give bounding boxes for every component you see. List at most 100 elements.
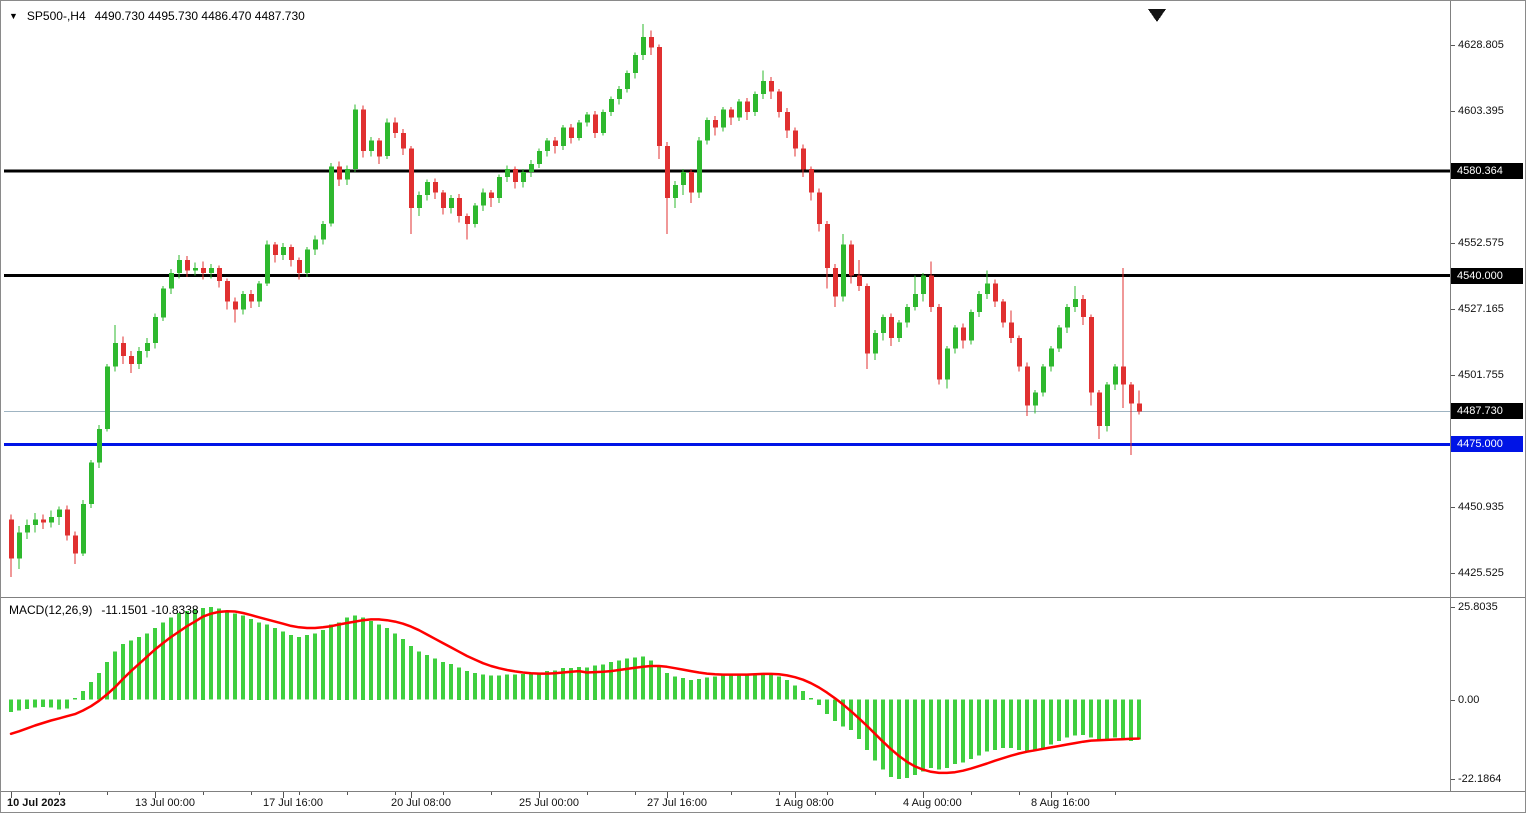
candle-19 [161,286,166,322]
candle-62 [505,165,510,183]
candle-126 [1017,335,1022,372]
macd-histogram-bar [81,690,85,700]
candle-13 [113,325,118,372]
candle-61 [497,174,502,203]
candle-52 [425,179,430,201]
macd-histogram-bar [881,699,885,770]
candle-116 [937,304,942,385]
macd-histogram-bar [273,628,277,700]
candle-30 [249,289,254,309]
candle-75 [609,96,614,116]
candle-133 [1073,286,1078,312]
candle-36 [297,257,302,280]
time-tick-mark [635,792,636,795]
macd-histogram-bar [689,680,693,700]
candle-0 [9,514,14,577]
macd-histogram-bar [1089,699,1093,738]
macd-tick-mark [1451,779,1455,780]
time-tick-mark [1019,792,1020,795]
candle-108 [873,330,878,360]
macd-histogram-bar [89,681,93,700]
macd-histogram-bar [1001,699,1005,749]
price-tick-label: 4552.575 [1458,237,1504,250]
macd-histogram-bar [713,676,717,700]
macd-histogram-bar [969,699,973,759]
macd-histogram-bar [593,665,597,700]
time-tick-mark [971,792,972,795]
time-tick-mark [443,792,444,795]
candle-6 [57,506,62,525]
candle-121 [977,291,982,318]
macd-histogram-bar [889,699,893,777]
candle-138 [1113,363,1118,390]
macd-histogram-bar [185,610,189,700]
macd-histogram-bar [457,667,461,700]
macd-histogram-bar [161,622,165,700]
macd-histogram-bar [225,610,229,700]
candle-94 [761,70,766,100]
macd-histogram-bar [753,673,757,700]
macd-histogram-bar [393,633,397,700]
macd-histogram-bar [953,699,957,765]
macd-histogram-bar [1025,699,1029,752]
candle-55 [449,195,454,214]
candle-113 [913,275,918,311]
symbol-collapse-arrow-icon[interactable]: ▼ [9,10,18,21]
macd-histogram-bar [1113,699,1117,738]
candle-129 [1041,363,1046,397]
candle-132 [1065,304,1070,333]
candle-45 [369,136,374,157]
macd-histogram-bar [289,635,293,700]
time-tick-mark-major [539,792,540,798]
macd-histogram-bar [561,668,565,700]
price-tick-mark [1451,45,1455,46]
time-tick-mark-major [11,792,12,798]
panel-divider[interactable] [1,597,1525,598]
macd-histogram-bar [281,631,285,700]
candle-74 [601,109,606,136]
time-tick-mark [347,792,348,795]
macd-histogram-bar [697,678,701,700]
candle-135 [1089,314,1094,406]
candle-69 [561,125,566,150]
time-tick-mark [299,792,300,795]
candle-68 [553,136,558,154]
candle-87 [705,117,710,145]
candle-8 [73,531,78,564]
candle-59 [481,188,486,211]
level-price-badge-4475.000: 4475.000 [1451,436,1523,453]
macd-signal-line [9,609,1141,775]
candle-86 [697,136,702,198]
chart-shift-marker[interactable] [1148,9,1166,22]
macd-histogram-bar [817,699,821,706]
macd-histogram-bar [721,674,725,700]
candle-72 [585,112,590,127]
candle-27 [225,278,230,310]
macd-histogram-bar [25,699,29,709]
candle-53 [433,178,438,200]
candle-89 [721,106,726,132]
candle-57 [465,213,470,240]
candle-139 [1121,267,1126,409]
price-axis[interactable]: 4628.805 4603.395 4552.575 4527.165 4501.755… [1450,1,1525,791]
macd-histogram-bar [841,699,845,727]
level-price-badge-4540.000: 4540.000 [1451,267,1523,284]
macd-histogram-bar [145,633,149,700]
candle-124 [1001,299,1006,328]
time-tick-mark-major [411,792,412,798]
candle-12 [105,363,110,432]
price-tick-mark [1451,111,1455,112]
candle-54 [441,190,446,215]
macd-histogram-bar [169,617,173,700]
candle-80 [649,30,654,55]
macd-histogram-bar [33,699,37,708]
symbol-period-label: SP500-,H4 [26,9,86,23]
time-tick-mark [395,792,396,795]
candle-91 [737,99,742,122]
macd-values-label: -11.1501 -10.8338 [101,603,199,617]
time-axis[interactable]: 10 Jul 2023 13 Jul 00:00 17 Jul 16:00 20 Ju… [1,791,1525,812]
macd-histogram-bar [1073,699,1077,736]
candle-38 [313,235,318,255]
